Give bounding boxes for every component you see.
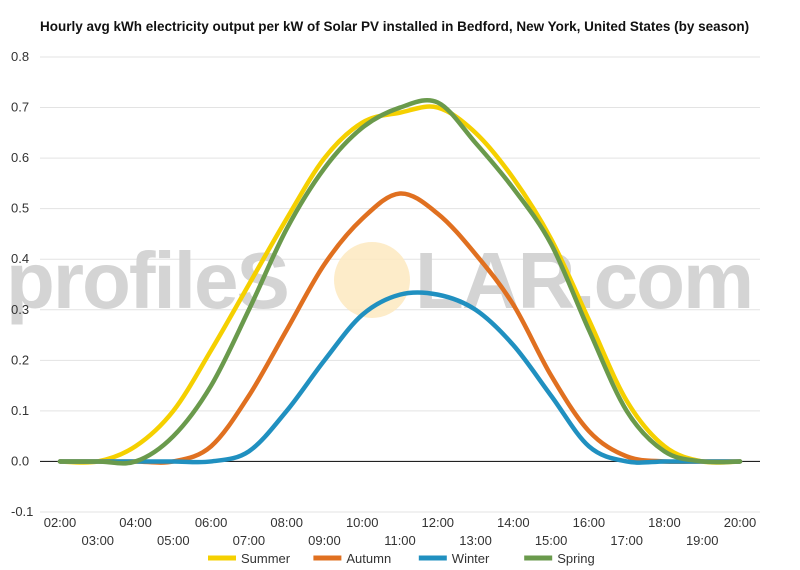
y-tick-label: 0.8 — [11, 49, 29, 64]
x-tick-label: 13:00 — [459, 533, 492, 548]
y-tick-label: 0.2 — [11, 352, 29, 367]
x-tick-label: 04:00 — [119, 515, 152, 530]
series-line-winter — [57, 290, 743, 465]
legend-item-spring: Spring — [524, 551, 595, 566]
x-tick-label: 20:00 — [724, 515, 757, 530]
watermark: profileS LAR.com — [6, 236, 754, 325]
x-tick-label: 18:00 — [648, 515, 681, 530]
y-tick-label: 0.0 — [11, 453, 29, 468]
legend: Summer Autumn Winter Spring — [208, 551, 595, 566]
legend-item-winter: Winter — [418, 551, 490, 566]
series-layer — [57, 97, 743, 466]
legend-label: Autumn — [346, 551, 391, 566]
x-tick-label: 09:00 — [308, 533, 341, 548]
x-tick-label: 17:00 — [610, 533, 643, 548]
y-tick-label: 0.1 — [11, 403, 29, 418]
x-tick-label: 05:00 — [157, 533, 190, 548]
y-tick-label: 0.4 — [11, 251, 29, 266]
legend-label: Winter — [452, 551, 490, 566]
x-tick-label: 02:00 — [44, 515, 77, 530]
x-tick-label: 15:00 — [535, 533, 568, 548]
y-tick-label: 0.6 — [11, 150, 29, 165]
y-tick-label: 0.7 — [11, 100, 29, 115]
watermark-text-left: profileS — [6, 236, 288, 325]
series-line-spring — [57, 97, 743, 466]
x-tick-label: 06:00 — [195, 515, 228, 530]
y-tick-label: 0.3 — [11, 302, 29, 317]
series-line-summer — [57, 104, 743, 465]
x-tick-label: 03:00 — [82, 533, 115, 548]
legend-item-autumn: Autumn — [313, 551, 391, 566]
x-tick-label: 07:00 — [233, 533, 266, 548]
y-tick-label: -0.1 — [11, 504, 33, 519]
x-tick-label: 12:00 — [422, 515, 455, 530]
x-tick-label: 14:00 — [497, 515, 530, 530]
x-tick-label: 08:00 — [270, 515, 303, 530]
chart-title: Hourly avg kWh electricity output per kW… — [40, 19, 750, 34]
legend-label: Spring — [557, 551, 595, 566]
y-tick-label: 0.5 — [11, 201, 29, 216]
legend-item-summer: Summer — [208, 551, 291, 566]
x-tick-label: 16:00 — [573, 515, 606, 530]
x-tick-label: 10:00 — [346, 515, 379, 530]
axis-layer: 0.8 0.7 0.6 0.5 0.4 0.3 0.2 0.1 0.0 -0.1 02:00 03:0… — [11, 49, 760, 548]
legend-label: Summer — [241, 551, 291, 566]
x-tick-label: 19:00 — [686, 533, 719, 548]
x-tick-label: 11:00 — [384, 533, 416, 548]
